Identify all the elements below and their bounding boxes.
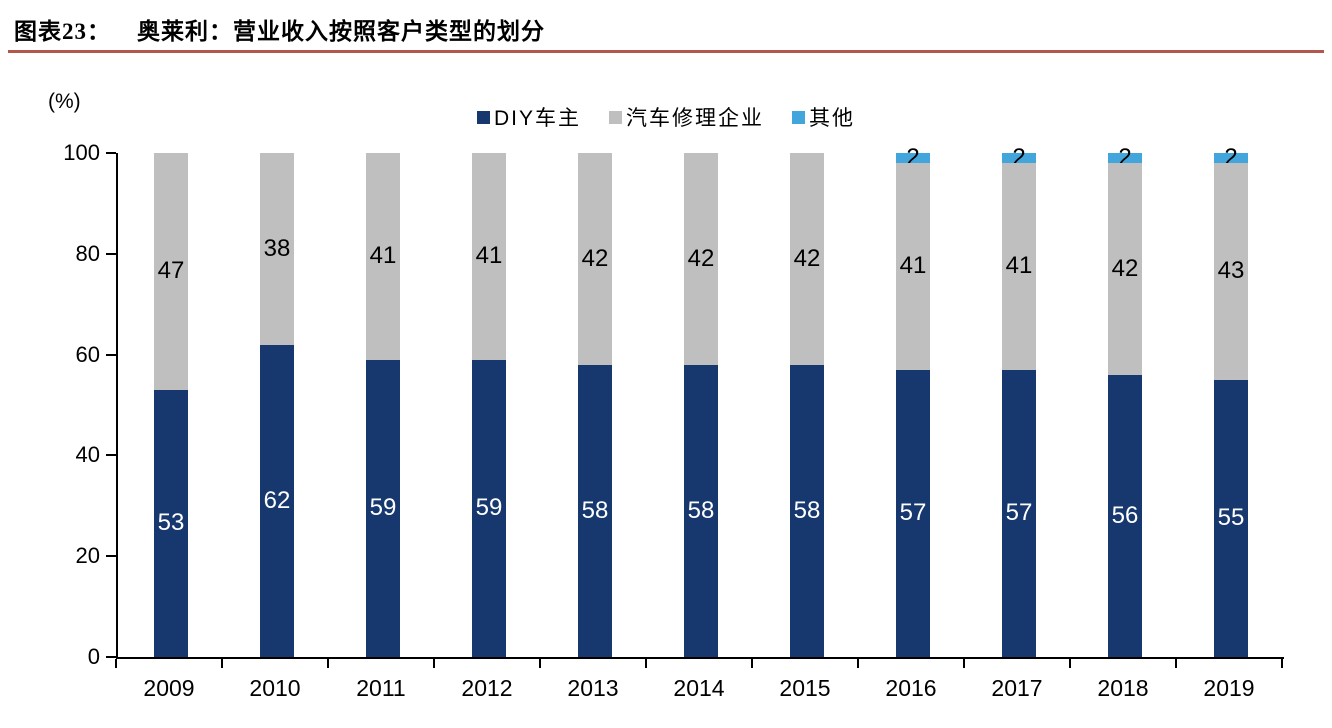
y-tick-mark [106, 353, 116, 356]
bar-column-2018: 56 42 2 [1072, 146, 1178, 657]
bar-segment: 57 [1002, 369, 1036, 657]
bar-segment: 2 [1108, 146, 1142, 170]
bar-segment: 42 [790, 153, 824, 365]
x-tick-mark [221, 659, 223, 668]
y-tick-label: 60 [75, 341, 100, 367]
bar-column-2015: 58 42 [754, 153, 860, 657]
legend-label: 其他 [809, 107, 855, 130]
bar-segment: 42 [578, 153, 612, 365]
x-category-label: 2016 [885, 675, 937, 701]
bar-column-2010: 62 38 [224, 153, 330, 657]
x-category-label: 2012 [461, 675, 513, 701]
y-tick-label: 40 [75, 442, 100, 468]
bar-segment: 41 [472, 153, 506, 360]
legend-item-1: 汽车修理企业 [609, 102, 764, 132]
bar-segment: 58 [684, 364, 718, 657]
title-divider-line [8, 50, 1324, 53]
y-tick-mark [106, 152, 116, 154]
x-category-label: 2018 [1097, 675, 1149, 701]
bar-segment: 55 [1214, 379, 1248, 657]
bar-segment: 59 [366, 359, 400, 657]
x-tick-mark [1281, 659, 1283, 668]
x-tick-mark [751, 659, 753, 668]
bar-column-2012: 59 41 [436, 153, 542, 657]
plot-area: 53 47 62 38 59 41 59 41 58 42 58 42 58 42 57 41 2 57 41 2 56… [116, 146, 1284, 659]
y-tick-label: 80 [75, 240, 100, 266]
y-tick-mark [106, 454, 116, 457]
bar-segment: 2 [1002, 146, 1036, 170]
legend-swatch-icon [476, 110, 490, 124]
bar-segment: 41 [896, 163, 930, 370]
x-category-label: 2017 [991, 675, 1043, 701]
x-category-label: 2015 [779, 675, 831, 701]
y-axis-unit-label: (%) [48, 90, 81, 113]
bar-column-2019: 55 43 2 [1178, 146, 1284, 657]
chart-legend: DIY车主 汽车修理企业 其他 [0, 102, 1332, 132]
bar-column-2017: 57 41 2 [966, 146, 1072, 657]
x-category-label: 2019 [1203, 675, 1255, 701]
legend-item-0: DIY车主 [476, 102, 581, 132]
bar-column-2014: 58 42 [648, 153, 754, 657]
x-category-label: 2009 [143, 675, 195, 701]
bar-segment: 41 [366, 153, 400, 360]
y-tick-mark [106, 555, 116, 558]
legend-label: 汽车修理企业 [626, 107, 764, 130]
figure-title-text: 奥莱利：营业收入按照客户类型的划分 [137, 19, 545, 44]
legend-label: DIY车主 [493, 107, 581, 130]
x-tick-mark [857, 659, 859, 668]
y-tick-mark [106, 656, 116, 658]
bar-segment: 42 [1108, 163, 1142, 375]
bar-segment: 58 [790, 364, 824, 657]
bar-segment: 2 [896, 146, 930, 170]
bar-column-2011: 59 41 [330, 153, 436, 657]
bar-column-2009: 53 47 [118, 153, 224, 657]
stacked-bar-chart: (%) DIY车主 汽车修理企业 其他 0 20 40 60 80 100 53 47 62 38 5… [0, 86, 1332, 716]
bar-segment: 38 [260, 153, 294, 345]
x-category-label: 2014 [673, 675, 725, 701]
bar-segment: 56 [1108, 374, 1142, 657]
bar-segment: 62 [260, 344, 294, 657]
bar-segment: 42 [684, 153, 718, 365]
x-tick-mark [115, 659, 117, 668]
legend-swatch-icon [792, 110, 805, 124]
x-category-label: 2010 [249, 675, 301, 701]
x-tick-mark [645, 659, 647, 668]
figure-number-label: 图表23： [14, 19, 111, 44]
bar-segment: 59 [472, 359, 506, 657]
x-tick-mark [539, 659, 541, 668]
bar-segment: 57 [896, 369, 930, 657]
y-tick-mark [106, 252, 116, 255]
x-tick-mark [963, 659, 965, 668]
legend-item-2: 其他 [792, 102, 855, 132]
x-category-label: 2011 [356, 675, 406, 701]
bar-segment: 43 [1214, 163, 1248, 380]
y-tick-label: 0 [87, 644, 100, 669]
bar-column-2016: 57 41 2 [860, 146, 966, 657]
bar-segment: 41 [1002, 163, 1036, 370]
x-tick-mark [1175, 659, 1177, 668]
figure-title: 图表23： 奥莱利：营业收入按照客户类型的划分 [14, 12, 545, 46]
x-tick-mark [1069, 659, 1071, 668]
y-tick-label: 100 [63, 140, 100, 165]
bar-segment: 53 [154, 389, 188, 657]
x-tick-mark [433, 659, 435, 668]
x-category-label: 2013 [567, 675, 619, 701]
y-tick-label: 20 [75, 543, 100, 569]
bar-segment: 58 [578, 364, 612, 657]
bar-segment: 2 [1214, 146, 1248, 170]
bar-column-2013: 58 42 [542, 153, 648, 657]
bar-segment: 47 [154, 153, 188, 390]
legend-swatch-icon [609, 110, 622, 124]
x-tick-mark [327, 659, 329, 668]
